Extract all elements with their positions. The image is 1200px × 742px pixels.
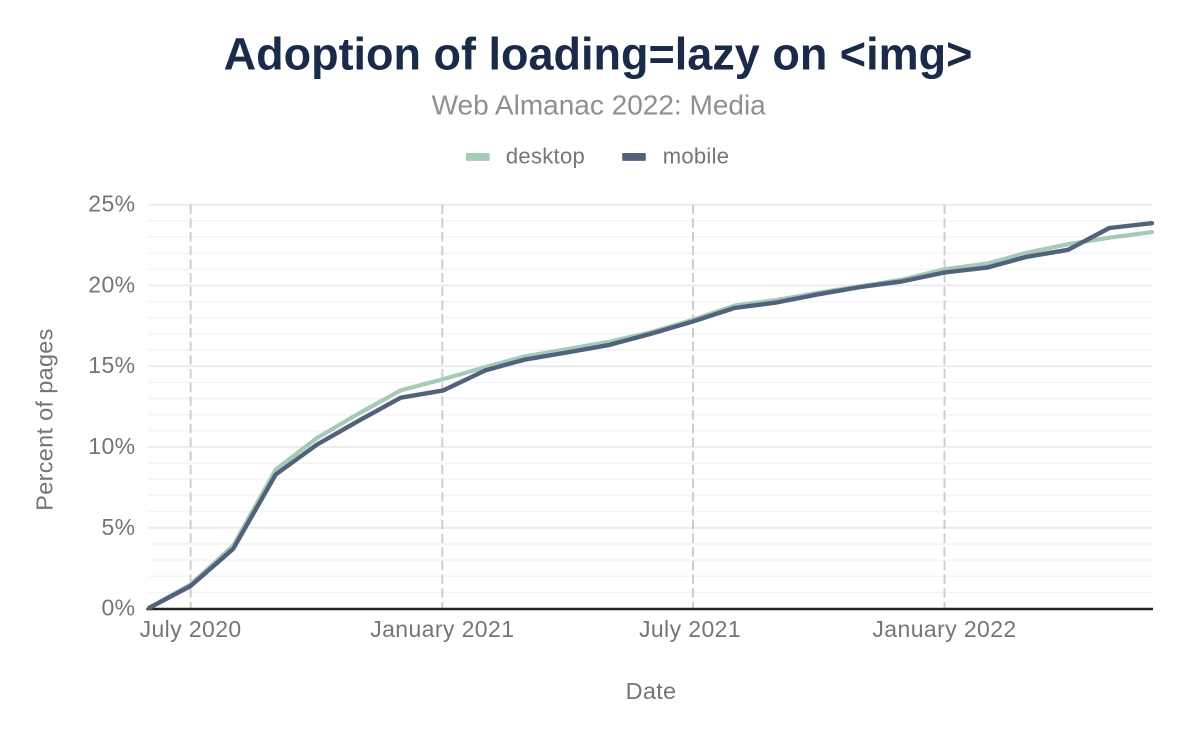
svg-text:mobile: mobile — [663, 144, 730, 169]
svg-text:0%: 0% — [101, 595, 135, 621]
svg-text:25%: 25% — [88, 191, 135, 217]
svg-text:10%: 10% — [88, 433, 135, 459]
svg-text:Adoption of loading=lazy on <i: Adoption of loading=lazy on <img> — [224, 29, 973, 80]
svg-text:desktop: desktop — [506, 144, 585, 169]
svg-text:January 2021: January 2021 — [370, 616, 514, 642]
svg-text:5%: 5% — [101, 514, 135, 540]
svg-text:July 2020: July 2020 — [140, 616, 242, 642]
svg-text:January 2022: January 2022 — [872, 616, 1016, 642]
svg-text:July 2021: July 2021 — [639, 616, 741, 642]
svg-text:Date: Date — [626, 678, 677, 704]
svg-text:15%: 15% — [88, 352, 135, 378]
svg-text:Percent of pages: Percent of pages — [32, 328, 58, 510]
svg-text:Web Almanac 2022: Media: Web Almanac 2022: Media — [432, 89, 767, 120]
svg-text:20%: 20% — [88, 271, 135, 297]
